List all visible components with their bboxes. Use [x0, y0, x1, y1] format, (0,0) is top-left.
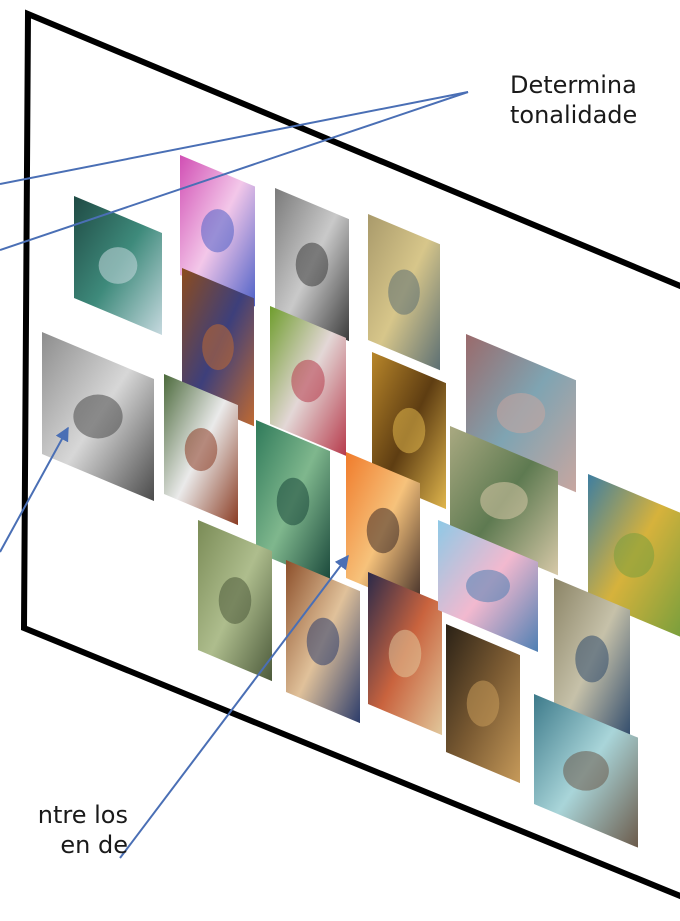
annotation-label-top-line-2: tonalidade	[510, 101, 638, 129]
thumb-bubble-blue-detail	[466, 569, 510, 603]
thumb-green-forest-detail	[276, 477, 310, 526]
annotation-label-top-line-1: Determina	[510, 71, 637, 99]
annotation-lines	[0, 91, 469, 859]
thumb-hand-teal-detail	[563, 751, 609, 791]
annotation-label-bottom-line-1: ntre los	[37, 801, 128, 829]
thumb-faces-brown-detail	[306, 617, 340, 666]
perspective-plane-outline	[20, 9, 680, 900]
thumb-golden-cave-detail	[392, 407, 426, 454]
annotation-label-bottom-line-2: en de	[60, 831, 128, 859]
thumb-brown-vertical-detail	[202, 324, 234, 371]
thumbnail-grid	[42, 155, 680, 848]
thumb-teal-ring-detail	[98, 247, 138, 284]
annotation-line-top-2	[0, 91, 469, 251]
thumb-bird-colorful-detail	[291, 359, 325, 403]
thumb-flamingo-detail	[480, 481, 528, 520]
thumb-window-figure-detail	[388, 269, 420, 315]
thumb-green-tree-detail	[218, 577, 252, 624]
thumb-hands-sketch-detail	[73, 394, 123, 439]
thumb-pink-abstract-detail	[201, 209, 234, 253]
thumb-boat-detail	[496, 392, 546, 434]
thumb-dark-face-detail	[466, 680, 500, 727]
thumb-figures-white-detail	[184, 427, 218, 472]
thumb-sunset-crowd-detail	[366, 507, 400, 554]
thumb-posterized-face-detail	[388, 629, 422, 678]
annotation-label-bottom-left: ntre los en de	[38, 800, 128, 860]
thumb-dead-tree-detail	[575, 635, 609, 683]
thumb-cubist-detail	[613, 533, 655, 578]
annotation-arrow-bottom	[119, 554, 349, 859]
thumb-grey-leaves-detail	[295, 242, 329, 287]
annotation-line-top-1	[0, 91, 469, 185]
annotation-arrow-left	[0, 426, 69, 553]
annotation-label-top-right: Determina tonalidade	[510, 70, 637, 130]
